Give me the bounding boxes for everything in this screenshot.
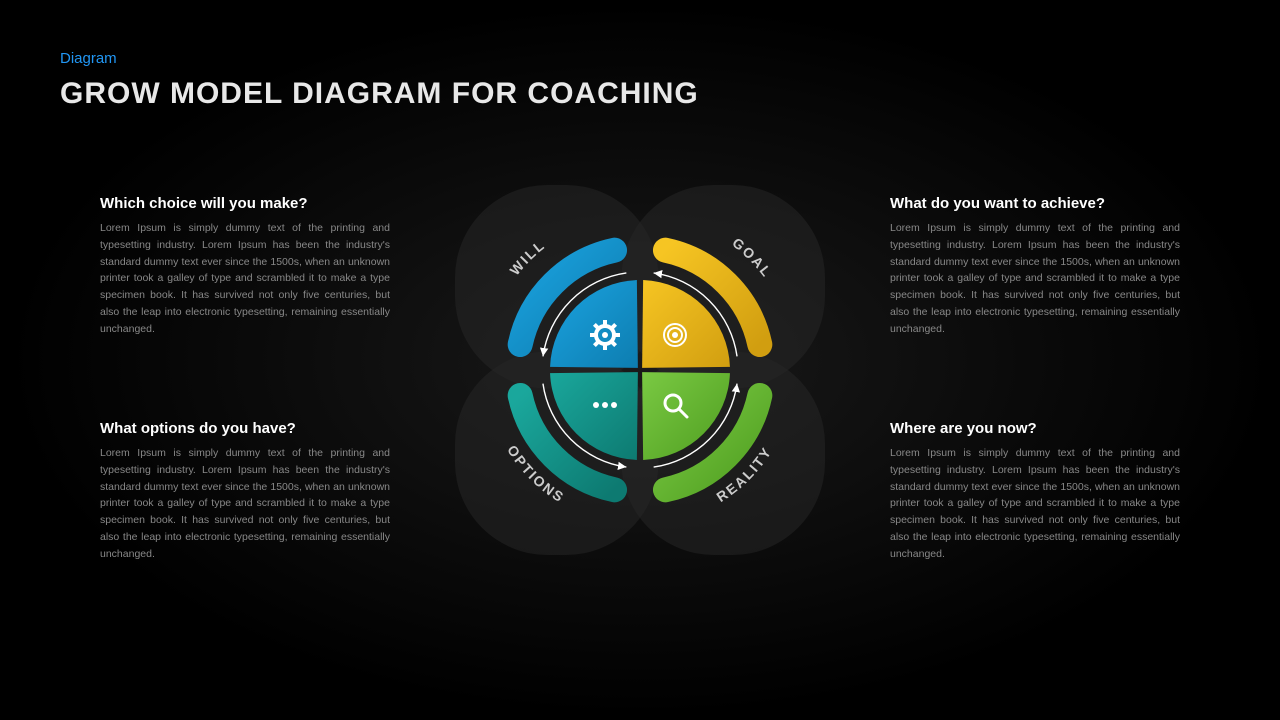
block-reality-heading: Where are you now? [890,420,1180,437]
block-will-body: Lorem Ipsum is simply dummy text of the … [100,220,390,338]
block-reality: Where are you now? Lorem Ipsum is simply… [890,420,1180,563]
block-goal: What do you want to achieve? Lorem Ipsum… [890,195,1180,338]
block-reality-body: Lorem Ipsum is simply dummy text of the … [890,445,1180,563]
target-icon [664,324,686,346]
block-goal-body: Lorem Ipsum is simply dummy text of the … [890,220,1180,338]
block-will-heading: Which choice will you make? [100,195,390,212]
block-goal-heading: What do you want to achieve? [890,195,1180,212]
block-options-body: Lorem Ipsum is simply dummy text of the … [100,445,390,563]
block-options: What options do you have? Lorem Ipsum is… [100,420,390,563]
block-options-heading: What options do you have? [100,420,390,437]
content: Which choice will you make? Lorem Ipsum … [0,170,1280,670]
header: Diagram GROW MODEL DIAGRAM FOR COACHING [60,50,699,111]
dots-icon [593,402,617,408]
block-will: Which choice will you make? Lorem Ipsum … [100,195,390,338]
gear-icon [590,320,620,350]
grow-diagram: WILLGOALREALITYOPTIONS [440,170,840,570]
page-title: GROW MODEL DIAGRAM FOR COACHING [60,77,699,111]
subtitle: Diagram [60,50,699,67]
